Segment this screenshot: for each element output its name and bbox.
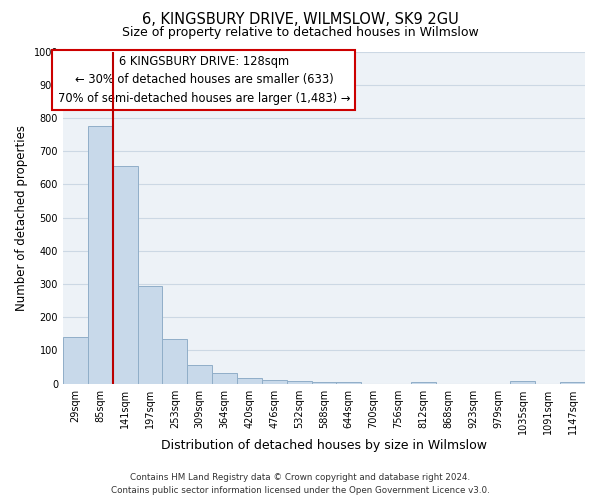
Bar [337, 382, 361, 384]
Y-axis label: Number of detached properties: Number of detached properties [15, 124, 28, 310]
Bar [63, 337, 88, 384]
Bar [287, 381, 311, 384]
Bar [163, 339, 187, 384]
Bar [212, 373, 237, 384]
X-axis label: Distribution of detached houses by size in Wilmslow: Distribution of detached houses by size … [161, 440, 487, 452]
Bar [262, 380, 287, 384]
Bar [137, 286, 163, 384]
Bar [113, 166, 137, 384]
Bar [311, 382, 337, 384]
Bar [187, 365, 212, 384]
Text: Contains HM Land Registry data © Crown copyright and database right 2024.
Contai: Contains HM Land Registry data © Crown c… [110, 474, 490, 495]
Bar [411, 382, 436, 384]
Text: Size of property relative to detached houses in Wilmslow: Size of property relative to detached ho… [122, 26, 478, 39]
Bar [88, 126, 113, 384]
Bar [237, 378, 262, 384]
Bar [560, 382, 585, 384]
Text: 6, KINGSBURY DRIVE, WILMSLOW, SK9 2GU: 6, KINGSBURY DRIVE, WILMSLOW, SK9 2GU [142, 12, 458, 28]
Text: 6 KINGSBURY DRIVE: 128sqm
← 30% of detached houses are smaller (633)
70% of semi: 6 KINGSBURY DRIVE: 128sqm ← 30% of detac… [58, 55, 350, 105]
Bar [511, 382, 535, 384]
